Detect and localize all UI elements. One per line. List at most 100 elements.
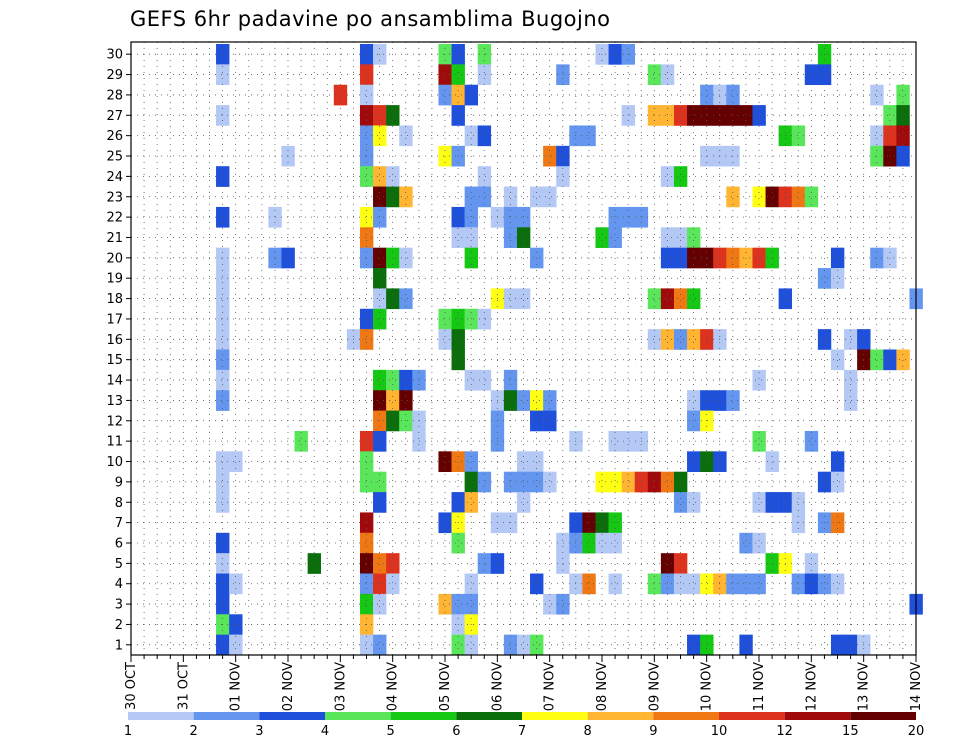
heatmap-cell: [595, 471, 609, 493]
heatmap-cell: [608, 532, 622, 554]
y-tick-label: 2: [115, 618, 123, 633]
heatmap-cell: [870, 125, 884, 147]
heatmap-cell: [216, 288, 230, 310]
heatmap-cell: [373, 288, 387, 310]
heatmap-cell: [359, 105, 374, 126]
y-tick-label: 20: [106, 251, 123, 266]
x-tick-label: 11 NOV: [752, 662, 767, 711]
heatmap-cell: [543, 390, 557, 411]
heatmap-cell: [883, 349, 897, 371]
heatmap-cell: [530, 471, 544, 493]
x-tick-label: 09 NOV: [647, 662, 662, 711]
heatmap-cell: [765, 451, 779, 472]
heatmap-cell: [687, 105, 701, 126]
heatmap-cell: [660, 105, 675, 126]
heatmap-cell: [673, 288, 688, 310]
heatmap-cell: [477, 125, 492, 147]
heatmap-cell: [307, 553, 322, 574]
heatmap-cell: [216, 166, 230, 187]
heatmap-cell: [438, 329, 452, 350]
heatmap-cell: [373, 369, 387, 391]
heatmap-cell: [359, 532, 374, 554]
heatmap-cell: [438, 593, 452, 615]
heatmap-cell: [477, 166, 492, 187]
colorbar-tick-label: 4: [321, 724, 329, 739]
y-tick-label: 30: [106, 48, 123, 63]
heatmap-cell: [451, 349, 465, 371]
heatmap-cell: [739, 634, 753, 656]
heatmap-cell: [608, 227, 622, 248]
heatmap-cell: [647, 64, 662, 86]
y-tick-label: 28: [106, 88, 123, 103]
colorbar-legend: 1 2 3 4 5 6 7 8 9 10 12 15 20: [124, 712, 924, 739]
heatmap-cell: [883, 105, 897, 126]
heatmap-cell: [438, 84, 452, 106]
heatmap-cell: [216, 573, 230, 595]
colorbar-segment: [325, 712, 391, 720]
heatmap-cell: [412, 430, 426, 452]
heatmap-cell: [726, 186, 740, 208]
heatmap-cell: [726, 390, 740, 411]
heatmap-cell: [673, 227, 688, 248]
heatmap-cell: [660, 573, 675, 595]
heatmap-cell: [608, 471, 622, 493]
heatmap-cell: [595, 227, 609, 248]
y-tick-label: 16: [106, 333, 123, 348]
heatmap-cell: [556, 166, 570, 187]
heatmap-cell: [673, 329, 688, 350]
heatmap-cell: [359, 329, 374, 350]
heatmap-cell: [516, 471, 531, 493]
heatmap-cell: [752, 492, 766, 513]
heatmap-cell: [373, 105, 387, 126]
heatmap-cell: [791, 492, 806, 513]
heatmap-cell: [216, 471, 230, 493]
heatmap-cell: [673, 471, 688, 493]
heatmap-cell: [451, 492, 465, 513]
y-tick-label: 15: [106, 353, 123, 368]
heatmap-cell: [399, 125, 413, 147]
heatmap-cell: [647, 105, 662, 126]
heatmap-cell: [216, 532, 230, 554]
heatmap-cell: [451, 227, 465, 248]
heatmap-cell: [516, 288, 531, 310]
heatmap-cell: [359, 206, 374, 228]
heatmap-cell: [464, 634, 479, 656]
heatmap-cell: [739, 573, 753, 595]
heatmap-cell: [477, 64, 492, 86]
heatmap-cell: [216, 349, 230, 371]
heatmap-cell: [464, 84, 479, 106]
heatmap-cell: [516, 634, 531, 656]
heatmap-cell: [451, 84, 465, 106]
heatmap-cell: [752, 430, 766, 452]
heatmap-cell: [556, 532, 570, 554]
y-tick-label: 25: [106, 150, 123, 165]
heatmap-cell: [464, 492, 479, 513]
heatmap-cell: [386, 553, 400, 574]
heatmap-cell: [503, 390, 518, 411]
heatmap-cell: [726, 105, 740, 126]
y-tick-label: 5: [115, 557, 123, 572]
heatmap-cell: [216, 492, 230, 513]
heatmap-cell: [726, 84, 740, 106]
heatmap-cell: [451, 105, 465, 126]
heatmap-cell: [608, 573, 622, 595]
heatmap-cell: [229, 634, 243, 656]
heatmap-cell: [516, 206, 531, 228]
heatmap-cell: [700, 105, 714, 126]
heatmap-cell: [830, 268, 845, 289]
y-tick-label: 13: [106, 394, 123, 409]
heatmap-cell: [647, 288, 662, 310]
x-tick-label: 02 NOV: [281, 662, 296, 711]
heatmap-cell: [216, 329, 230, 350]
heatmap-cell: [359, 125, 374, 147]
heatmap-cell: [844, 369, 858, 391]
heatmap-cell: [451, 308, 465, 330]
heatmap-cell: [817, 471, 832, 493]
heatmap-cell: [543, 186, 557, 208]
heatmap-cell: [687, 573, 701, 595]
heatmap-cell: [516, 451, 531, 472]
heatmap-cell: [660, 64, 675, 86]
colorbar-tick-label: 15: [842, 724, 859, 739]
colorbar-tick-label: 2: [190, 724, 198, 739]
